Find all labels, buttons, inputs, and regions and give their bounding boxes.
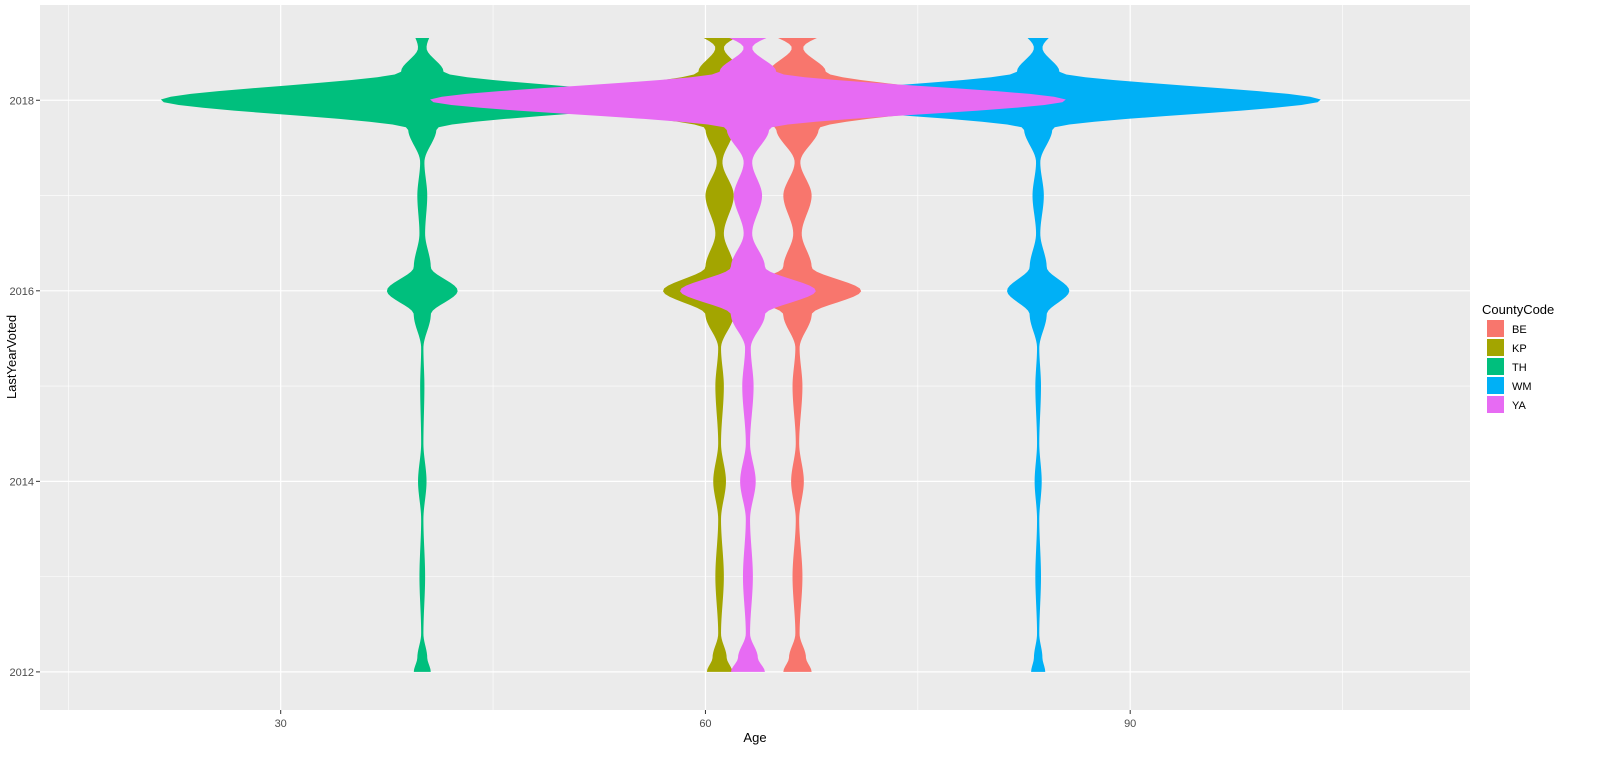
violin-wm: [755, 38, 1321, 672]
y-axis-title: LastYearVoted: [4, 315, 19, 399]
y-tick-label: 2014: [10, 476, 34, 488]
legend-key-kp: [1487, 339, 1504, 356]
legend-label-be: BE: [1512, 324, 1527, 336]
legend-key-wm: [1487, 377, 1504, 394]
violin-be: [599, 38, 996, 672]
legend-label-th: TH: [1512, 362, 1527, 374]
violin-layer: [160, 38, 1321, 672]
legend-title: CountyCode: [1482, 302, 1554, 317]
minor-gridlines: [40, 5, 1470, 710]
x-tick-label: 30: [275, 718, 287, 730]
y-tick-label: 2016: [10, 286, 34, 298]
y-tick-label: 2012: [10, 667, 34, 679]
legend-key-ya: [1487, 396, 1504, 413]
violin-ya: [430, 38, 1066, 672]
legend-label-wm: WM: [1512, 381, 1532, 393]
legend-key-be: [1487, 320, 1504, 337]
x-axis: 30 60 90: [275, 710, 1136, 730]
x-axis-title: Age: [743, 730, 766, 745]
y-axis: 2012 2014 2016 2018: [10, 95, 40, 679]
legend-label-ya: YA: [1512, 400, 1527, 412]
y-tick-label: 2018: [10, 95, 34, 107]
violin-th: [160, 38, 684, 672]
legend-key-th: [1487, 358, 1504, 375]
legend-label-kp: KP: [1512, 343, 1527, 355]
legend: CountyCode BE KP TH WM YA: [1482, 302, 1554, 413]
violin-kp: [528, 38, 911, 672]
x-tick-label: 90: [1124, 718, 1136, 730]
x-tick-label: 60: [699, 718, 711, 730]
